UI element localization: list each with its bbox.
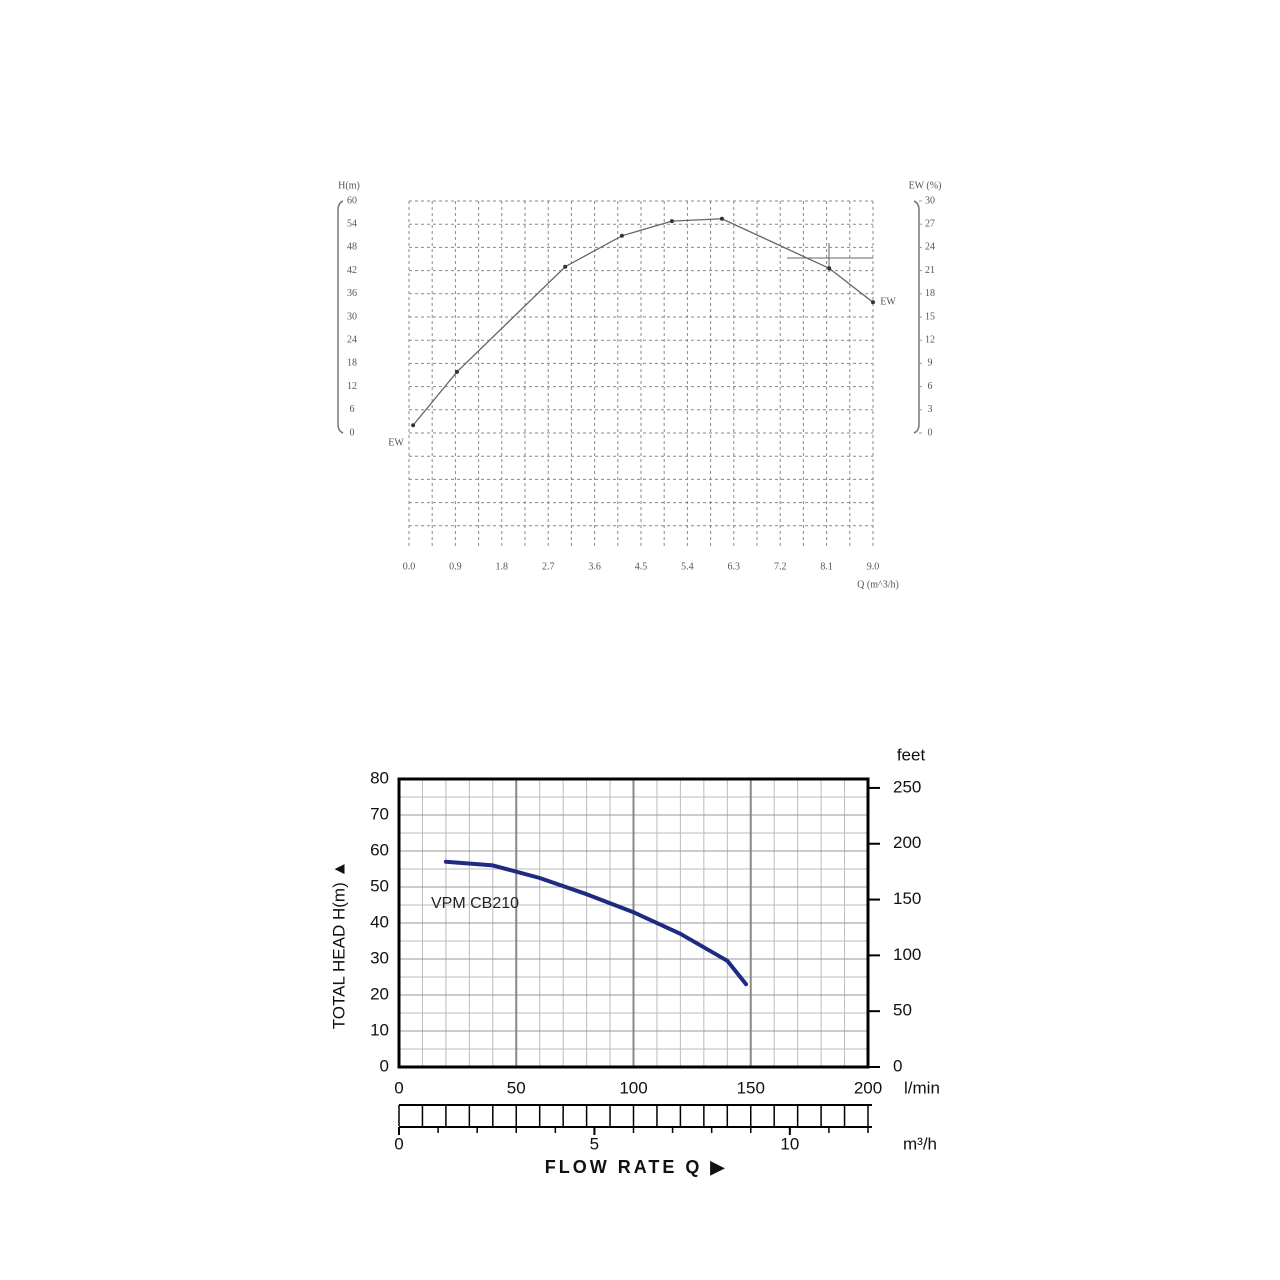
y2-tick-label: 0	[893, 1056, 902, 1075]
point	[871, 300, 875, 305]
y2-tick-label: 250	[893, 777, 921, 796]
y-tick-label: 36	[347, 288, 357, 299]
y-tick-label: 20	[370, 984, 389, 1003]
x-tick-label: 6.3	[728, 561, 741, 572]
y-tick-label: 50	[370, 876, 389, 895]
y2-axis-label: feet	[897, 745, 926, 764]
x-tick-label: 0.0	[403, 561, 416, 572]
point	[563, 264, 568, 269]
x2-tick-label: 0	[394, 1134, 403, 1153]
y2-tick-label: 3	[928, 404, 933, 415]
y-tick-label: 48	[347, 242, 357, 253]
y-tick-label: 60	[370, 840, 389, 859]
y-tick-label: 60	[347, 195, 357, 206]
point	[454, 369, 459, 374]
chart-bottom: TOTAL HEAD H(m) ▲ feet l/min m³/h FLOW R…	[329, 745, 939, 1176]
y-tick-label: 30	[370, 948, 389, 967]
y-tick-label: 40	[370, 912, 389, 931]
point	[827, 266, 832, 271]
line-series	[443, 859, 749, 987]
y2-tick-label: 15	[925, 311, 935, 322]
axis-brace	[913, 200, 920, 434]
annotation: EW	[880, 296, 896, 307]
y-axis-label: TOTAL HEAD H(m) ▲	[329, 861, 348, 1030]
point	[619, 233, 624, 238]
x-tick-label: 50	[507, 1078, 526, 1097]
y-axis-label: H(m)	[338, 180, 360, 191]
chart-top: H(m) EW (%) Q (m^3/h) EW EW 061218243036…	[337, 180, 942, 590]
x2-tick-label: 5	[590, 1134, 599, 1153]
series-label: VPM CB210	[431, 895, 519, 912]
x2-tick-label: 10	[780, 1134, 799, 1153]
x-tick-label: 7.2	[774, 561, 787, 572]
y2-tick-label: 100	[893, 945, 921, 964]
y2-tick-label: 9	[928, 358, 933, 369]
line-series	[412, 218, 874, 426]
y2-tick-label: 0	[928, 427, 933, 438]
y2-tick-label: 27	[925, 218, 935, 229]
x-tick-label: 8.1	[820, 561, 833, 572]
y-tick-label: 10	[370, 1020, 389, 1039]
x2-axis-label: m³/h	[903, 1134, 937, 1153]
x-axis-label: Q (m^3/h)	[857, 579, 899, 590]
point	[669, 219, 674, 224]
axis-brace	[337, 200, 344, 434]
y-tick-label: 80	[370, 768, 389, 787]
x-tick-label: 5.4	[681, 561, 694, 572]
annotation: EW	[388, 437, 404, 448]
point	[411, 423, 416, 428]
x-tick-label: 9.0	[867, 561, 880, 572]
y2-tick-label: 6	[928, 381, 933, 392]
y-tick-label: 6	[350, 404, 355, 415]
x-tick-label: 2.7	[542, 561, 555, 572]
x-tick-label: 0.9	[449, 561, 462, 572]
x-tick-label: 4.5	[635, 561, 648, 572]
y2-tick-label: 150	[893, 889, 921, 908]
x-tick-label: 1.8	[496, 561, 509, 572]
x-tick-label: 0	[394, 1078, 403, 1097]
y2-axis-label: EW (%)	[909, 180, 942, 191]
y-tick-label: 54	[347, 218, 357, 229]
y-tick-label: 18	[347, 358, 357, 369]
x-tick-label: 100	[619, 1078, 647, 1097]
point	[719, 216, 724, 221]
y-tick-label: 30	[347, 311, 357, 322]
x-axis-title: FLOW RATE Q ▶	[545, 1157, 728, 1177]
y2-tick-label: 30	[925, 195, 935, 206]
x-tick-label: 3.6	[588, 561, 601, 572]
y2-tick-label: 12	[925, 334, 935, 345]
y-tick-label: 42	[347, 265, 357, 276]
y2-tick-label: 21	[925, 265, 935, 276]
y2-tick-label: 18	[925, 288, 935, 299]
x-tick-label: 200	[854, 1078, 882, 1097]
y-tick-label: 70	[370, 804, 389, 823]
y-tick-label: 24	[347, 334, 357, 345]
x-tick-label: 150	[737, 1078, 765, 1097]
y2-tick-label: 24	[925, 242, 935, 253]
y-tick-label: 0	[350, 427, 355, 438]
y2-tick-label: 50	[893, 1001, 912, 1020]
x-axis-label: l/min	[904, 1078, 940, 1097]
y-tick-label: 12	[347, 381, 357, 392]
y2-tick-label: 200	[893, 833, 921, 852]
y-tick-label: 0	[380, 1056, 389, 1075]
